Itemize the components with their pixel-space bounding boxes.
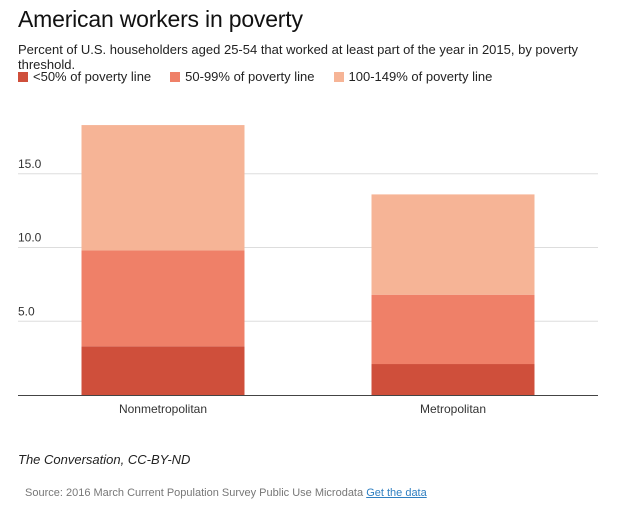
legend-item-below-50: <50% of poverty line — [18, 69, 151, 84]
legend-item-50-99: 50-99% of poverty line — [170, 69, 315, 84]
get-the-data-link[interactable]: Get the data — [366, 487, 427, 499]
credit-line: The Conversation, CC-BY-ND — [18, 452, 191, 467]
legend-swatch-100-149 — [333, 71, 344, 82]
source-line: Source: 2016 March Current Population Su… — [25, 487, 427, 499]
legend-label-100-149: 100-149% of poverty line — [348, 69, 493, 84]
legend-swatch-below-50 — [18, 71, 28, 82]
x-tick-label: Metropolitan — [420, 402, 486, 416]
bar-segment-metropolitan-1 — [371, 364, 535, 395]
source-text: Source: 2016 March Current Population Su… — [25, 487, 364, 499]
bar-segment-nonmetropolitan-3 — [81, 125, 245, 251]
bar-segment-nonmetropolitan-2 — [81, 250, 245, 347]
y-tick-label: 5.0 — [18, 304, 35, 318]
bar-segment-nonmetropolitan-1 — [81, 346, 245, 395]
legend-label-below-50: <50% of poverty line — [33, 69, 152, 84]
legend-label-50-99: 50-99% of poverty line — [185, 69, 315, 84]
legend-swatch-50-99 — [170, 71, 181, 82]
y-tick-label: 10.0 — [18, 231, 42, 245]
x-tick-label: Nonmetropolitan — [119, 402, 207, 416]
chart-title: American workers in poverty — [18, 6, 303, 32]
legend: <50% of poverty line 50-99% of poverty l… — [18, 69, 511, 84]
chart-subtitle: Percent of U.S. householders aged 25-54 … — [18, 42, 579, 72]
bar-segment-metropolitan-2 — [371, 294, 535, 365]
legend-item-100-149: 100-149% of poverty line — [333, 69, 493, 84]
y-tick-label: 15.0 — [18, 157, 42, 171]
bar-segment-metropolitan-3 — [371, 194, 535, 295]
